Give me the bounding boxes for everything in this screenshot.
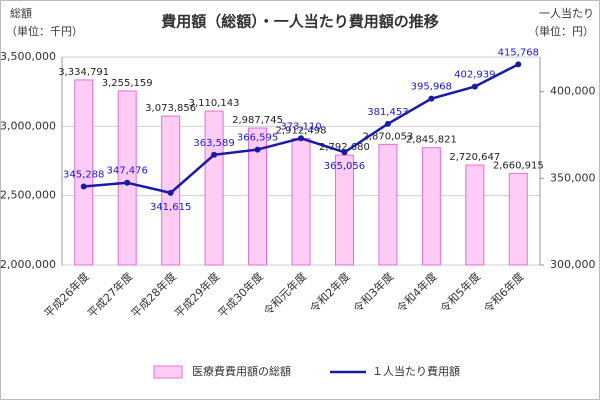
bar — [248, 127, 268, 266]
bar-value-label: 3,255,159 — [102, 78, 153, 89]
bar — [378, 143, 398, 266]
line-marker — [254, 146, 261, 153]
bar — [291, 137, 311, 266]
y-tick-label: 2,000,000 — [0, 258, 56, 271]
line-value-label: 402,939 — [454, 70, 495, 81]
y2-unit: （単位：円） — [528, 24, 594, 38]
y-title: 総額 — [10, 6, 32, 20]
y2-tick-label: 300,000 — [550, 258, 596, 271]
line-value-label: 395,968 — [411, 82, 452, 93]
line-marker — [298, 135, 304, 142]
line-marker — [515, 61, 522, 68]
bar-value-label: 2,792,680 — [319, 142, 370, 153]
bar-value-label: 2,845,821 — [406, 135, 457, 146]
line-marker — [428, 95, 435, 102]
bar-value-label: 3,334,791 — [58, 67, 109, 78]
line-marker — [471, 83, 478, 90]
bar — [508, 172, 528, 266]
line-value-label: 415,768 — [498, 47, 539, 58]
line-value-label: 365,056 — [324, 161, 365, 172]
bar-value-label: 3,073,856 — [145, 103, 196, 114]
line-value-label: 363,589 — [193, 138, 234, 149]
chart-title: 費用額（総額）・一人当たり費用額の推移 — [161, 13, 439, 31]
y-tick-label: 3,000,000 — [0, 119, 56, 132]
line-value-label: 366,595 — [237, 133, 278, 144]
legend-swatch — [153, 365, 183, 379]
legend-label: １人当たり費用額 — [372, 364, 460, 378]
line-value-label: 341,615 — [150, 202, 191, 213]
line-value-label: 373,110 — [280, 121, 321, 132]
line-marker — [167, 189, 174, 196]
bar-value-label: 2,870,053 — [362, 131, 413, 142]
y2-tick-label: 350,000 — [550, 171, 596, 184]
y-unit: （単位：千円） — [6, 24, 83, 38]
bar-value-label: 2,912,498 — [276, 125, 327, 136]
bar — [204, 110, 224, 266]
y2-title: 一人当たり — [539, 6, 594, 20]
bar-value-label: 3,110,143 — [189, 98, 240, 109]
y2-tick-label: 400,000 — [550, 85, 596, 98]
bar-value-label: 2,987,745 — [232, 115, 283, 126]
legend-label: 医療費費用額の総額 — [192, 364, 291, 378]
line-marker — [124, 179, 131, 186]
line-value-label: 381,453 — [367, 107, 408, 118]
bar — [421, 147, 441, 266]
line-marker — [384, 120, 391, 127]
y-tick-label: 3,500,000 — [0, 50, 56, 63]
line-marker — [211, 151, 218, 158]
line-value-label: 347,476 — [107, 166, 148, 177]
line-value-label: 345,288 — [63, 170, 104, 181]
bar — [465, 164, 485, 266]
bar-value-label: 2,720,647 — [449, 152, 500, 163]
y-tick-label: 2,500,000 — [0, 189, 56, 202]
bar — [117, 90, 137, 266]
bar-value-label: 2,660,915 — [493, 160, 544, 171]
bar — [74, 79, 94, 266]
line-marker — [80, 183, 87, 190]
line-marker — [341, 149, 348, 156]
